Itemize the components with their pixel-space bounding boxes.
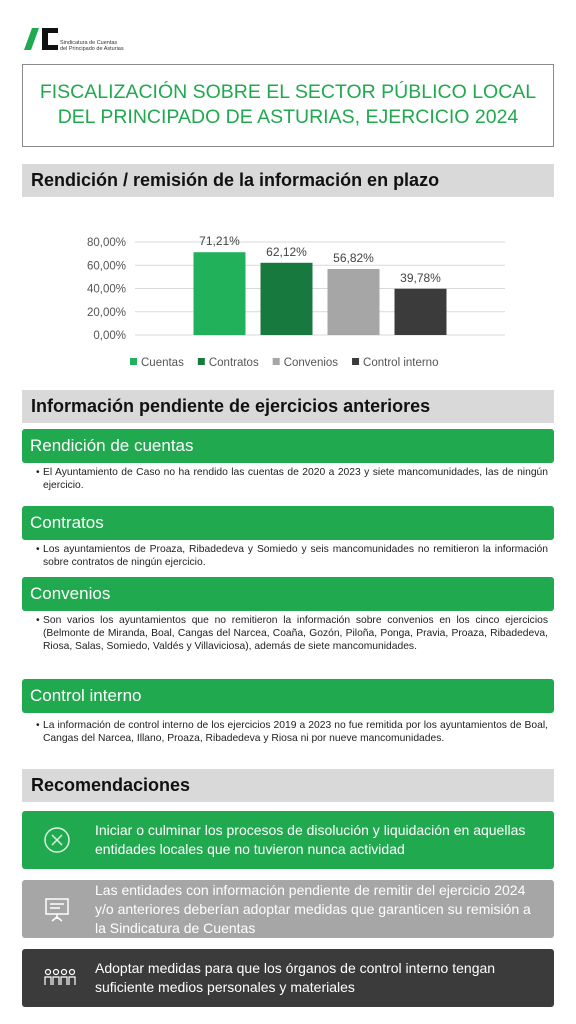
item-text: Son varios los ayuntamientos que no remi… <box>36 614 548 653</box>
recommendation: Adoptar medidas para que los órganos de … <box>22 949 554 1007</box>
recommendation-text: Adoptar medidas para que los órganos de … <box>95 960 496 995</box>
bar <box>193 252 246 335</box>
legend-swatch <box>272 358 280 365</box>
y-tick-label: 20,00% <box>87 307 126 319</box>
y-tick-label: 0,00% <box>93 330 126 342</box>
legend-swatch <box>130 358 137 365</box>
title-box: FISCALIZACIÓN SOBRE EL SECTOR PÚBLICO LO… <box>22 64 554 147</box>
title-line: FISCALIZACIÓN SOBRE EL SECTOR PÚBLICO LO… <box>39 81 537 103</box>
bar <box>260 262 313 335</box>
item-text: Los ayuntamientos de Proaza, Ribadedeva … <box>36 543 548 569</box>
y-tick-label: 40,00% <box>87 284 126 296</box>
logo-text: Sindicatura de Cuentas <box>60 40 118 46</box>
title-line: DEL PRINCIPADO DE ASTURIAS, EJERCICIO 20… <box>57 106 519 128</box>
legend-swatch <box>197 358 205 365</box>
legend-label: Convenios <box>284 357 339 369</box>
legend-label: Control interno <box>363 357 438 369</box>
item-title: Rendición de cuentas <box>22 429 554 463</box>
recommendation: Las entidades con información pendiente … <box>22 880 554 938</box>
item-title: Contratos <box>22 506 554 540</box>
legend-label: Cuentas <box>141 357 184 369</box>
item-text: La información de control interno de los… <box>36 719 548 745</box>
legend-swatch <box>352 358 360 365</box>
item-title: Control interno <box>22 679 554 713</box>
recommendation-text: Las entidades con información pendiente … <box>95 881 531 936</box>
value-label: 71,21% <box>199 234 240 248</box>
value-label: 56,82% <box>333 251 374 265</box>
section-heading: Rendición / remisión de la información e… <box>22 164 554 197</box>
logo <box>24 28 58 50</box>
icon <box>44 968 76 985</box>
icon <box>45 898 69 922</box>
section-heading: Información pendiente de ejercicios ante… <box>22 390 554 423</box>
bar <box>394 288 447 335</box>
bar <box>327 268 380 335</box>
value-label: 62,12% <box>266 245 307 259</box>
logo-text: del Principado de Asturias <box>60 46 124 52</box>
item-title: Convenios <box>22 577 554 611</box>
chart: 0,00% 20,00% 40,00% 60,00% 80,00% 71,21% 62,12… <box>87 234 505 369</box>
item-text: El Ayuntamiento de Caso no ha rendido la… <box>36 466 548 492</box>
y-tick-label: 60,00% <box>87 260 126 272</box>
y-tick-label: 80,00% <box>87 237 126 249</box>
section-heading: Recomendaciones <box>22 769 554 802</box>
icon <box>44 827 70 853</box>
recommendation: Iniciar o culminar los procesos de disol… <box>22 811 554 869</box>
legend-label: Contratos <box>209 357 259 369</box>
value-label: 39,78% <box>400 271 441 285</box>
recommendation-text: Iniciar o culminar los procesos de disol… <box>95 822 526 857</box>
